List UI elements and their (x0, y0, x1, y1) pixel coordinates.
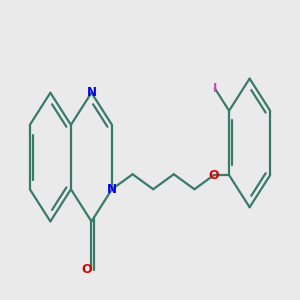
Text: N: N (107, 183, 117, 196)
Text: I: I (212, 82, 217, 95)
Text: O: O (82, 263, 92, 276)
Text: N: N (86, 86, 96, 99)
Text: O: O (208, 169, 219, 182)
